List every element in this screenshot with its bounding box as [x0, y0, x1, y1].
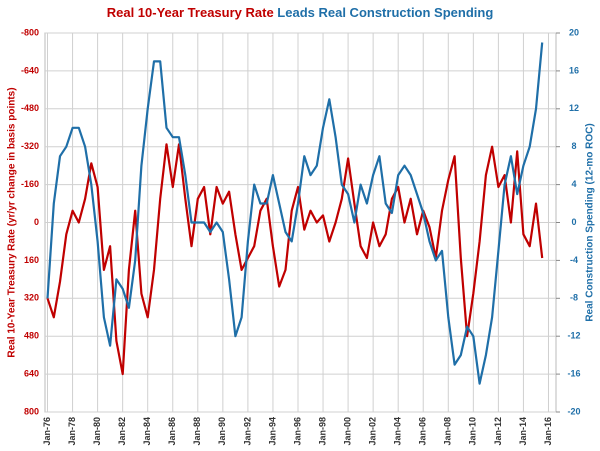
x-tick-label: Jan-02 — [368, 417, 378, 446]
y-tick-label: -160 — [21, 179, 39, 189]
y-tick-label: -800 — [21, 27, 39, 37]
series-line — [46, 143, 544, 376]
x-tick-label: Jan-92 — [242, 417, 252, 446]
x-tick-label: Jan-94 — [267, 417, 277, 446]
x-tick-label: Jan-00 — [342, 417, 352, 446]
x-tick-label: Jan-16 — [543, 417, 553, 446]
x-tick-label: Jan-90 — [217, 417, 227, 446]
x-tick-label: Jan-88 — [192, 417, 202, 446]
x-tick-label: Jan-82 — [117, 417, 127, 446]
x-tick-label: Jan-14 — [518, 417, 528, 446]
y2-tick-label: 0 — [571, 217, 576, 227]
y-tick-label: -320 — [21, 141, 39, 151]
y2-tick-label: -16 — [567, 368, 580, 378]
x-tick-label: Jan-80 — [92, 417, 102, 446]
x-tick-label: Jan-84 — [142, 417, 152, 446]
title-part: Real 10-Year Treasury Rate — [107, 5, 274, 20]
y2-tick-label: 12 — [569, 103, 579, 113]
y2-tick-label: -12 — [567, 331, 580, 341]
y-tick-label: 640 — [24, 368, 39, 378]
y-tick-label: 0 — [34, 217, 39, 227]
y2-tick-label: -4 — [570, 255, 578, 265]
x-tick-label: Jan-10 — [468, 417, 478, 446]
y-tick-label: 480 — [24, 331, 39, 341]
y2-tick-label: 16 — [569, 65, 579, 75]
y-axis-label: Real 10-Year Treasury Rate (yr/yr change… — [7, 87, 18, 357]
y2-tick-label: 4 — [571, 179, 576, 189]
y-tick-label: -640 — [21, 65, 39, 75]
x-tick-label: Jan-06 — [418, 417, 428, 446]
series-line — [46, 42, 544, 385]
x-tick-label: Jan-96 — [292, 417, 302, 446]
y2-axis-label: Real Construction Spending (12-mo ROC) — [585, 123, 596, 321]
x-tick-label: Jan-78 — [67, 417, 77, 446]
y2-tick-label: -8 — [570, 293, 578, 303]
y-tick-label: 320 — [24, 293, 39, 303]
x-tick-label: Jan-98 — [317, 417, 327, 446]
y2-tick-label: 8 — [571, 141, 576, 151]
y-tick-label: -480 — [21, 103, 39, 113]
x-tick-label: Jan-76 — [42, 417, 52, 446]
x-tick-label: Jan-08 — [443, 417, 453, 446]
y2-tick-label: -20 — [567, 406, 580, 416]
x-tick-label: Jan-04 — [393, 417, 403, 446]
y-tick-label: 800 — [24, 406, 39, 416]
x-tick-label: Jan-86 — [167, 417, 177, 446]
y-tick-label: 160 — [24, 255, 39, 265]
x-tick-label: Jan-12 — [493, 417, 503, 446]
chart-title: Real 10-Year Treasury Rate Leads Real Co… — [107, 5, 494, 20]
y2-tick-label: 20 — [569, 27, 579, 37]
title-part: Leads Real Construction Spending — [277, 5, 493, 20]
